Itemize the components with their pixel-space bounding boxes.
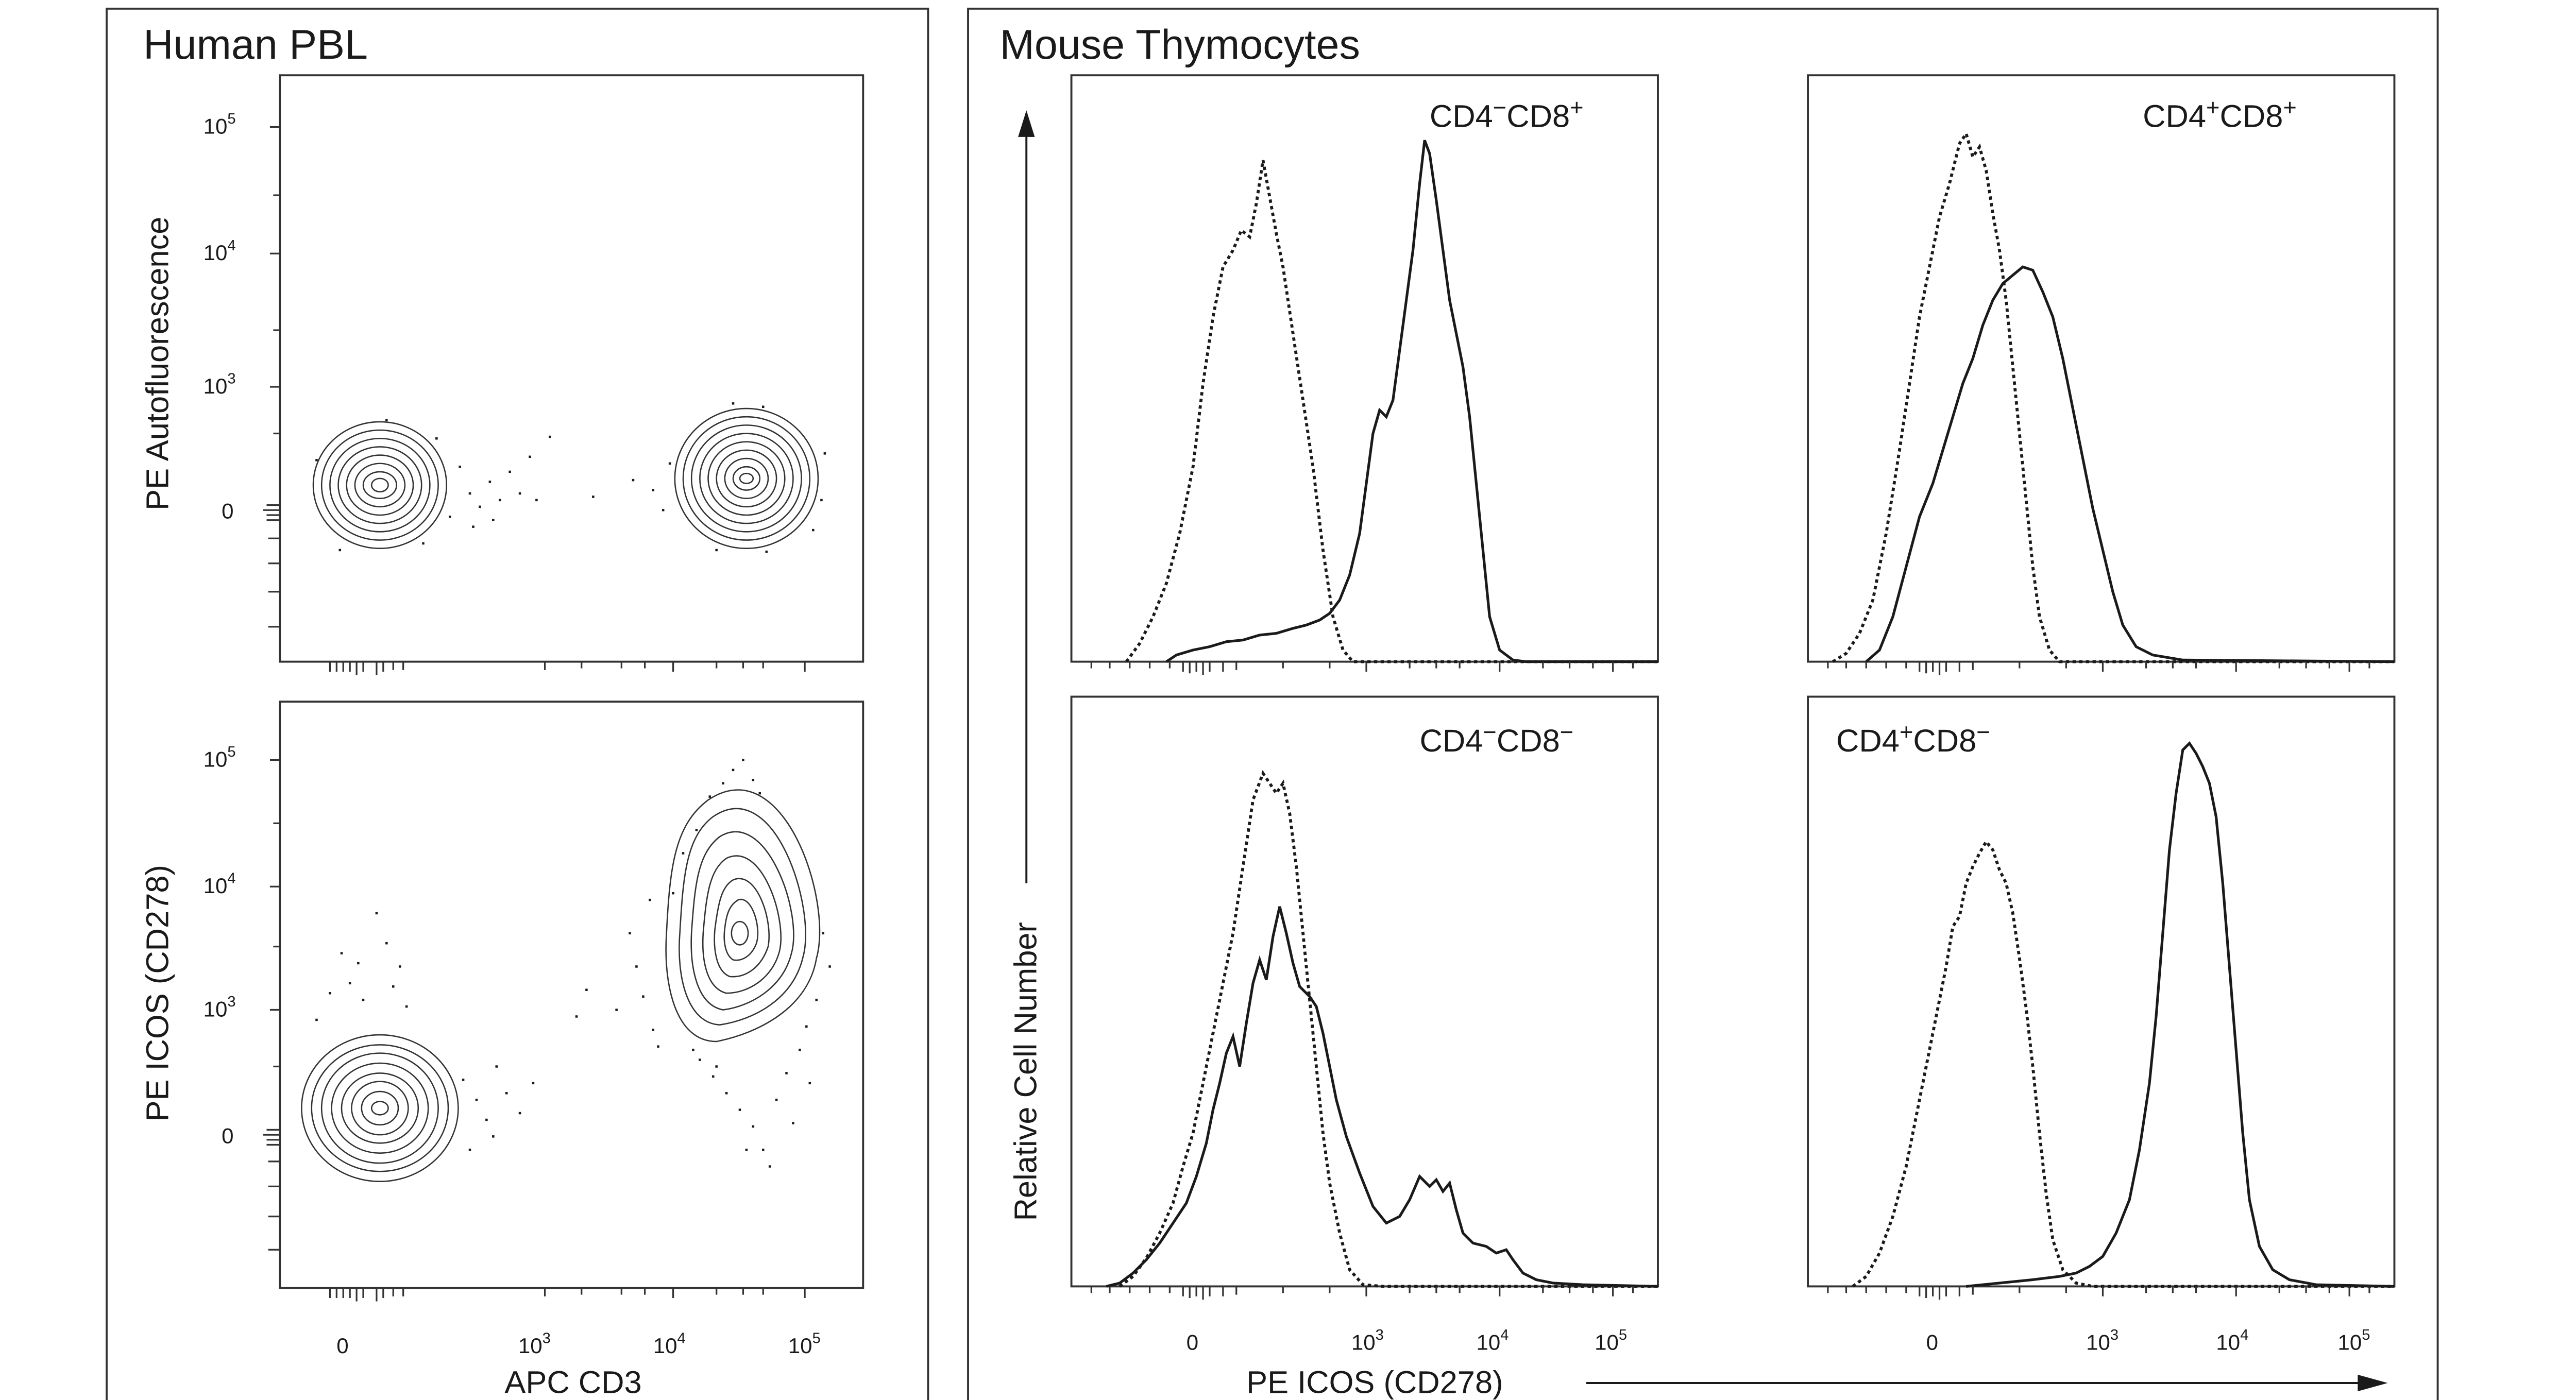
x-tick-e3: 103 [1351,1327,1384,1354]
x-tick-labels: 0 103 104 105 [336,1330,820,1357]
x-ticks [1090,661,1634,675]
y-axis-label-autofluorescence: PE Autofluorescence [140,217,176,510]
histogram-cd4pos-cd8pos: CD4+CD8+ [1807,74,2396,675]
dotted-series [1125,160,1658,663]
solid-series [1966,741,2395,1288]
solid-series [1106,906,1658,1288]
x-tick-0: 0 [336,1334,348,1358]
scatter-dots [315,759,831,1168]
population-cd3-positive [674,407,819,549]
left-panel-frame [106,7,929,1400]
x-ticks [1090,1286,1634,1300]
contour-plot-icos: 0 103 104 105 0 103 104 105 PE ICOS (CD2… [140,701,865,1400]
dotted-series [1832,130,2395,663]
y-tick-e5: 105 [204,111,236,138]
population-cd3-negative-icos [301,1034,459,1182]
right-panel-title: Mouse Thymocytes [999,22,1360,68]
dotted-series [1118,770,1658,1288]
histogram-cd4neg-cd8pos: CD4−CD8+ [1070,74,1659,675]
contour-plot-autofluorescence: 0 103 104 105 PE Autofluorescence [140,74,865,675]
x-axis-label-cd3: APC CD3 [504,1364,641,1400]
plot-frame [1807,695,2396,1288]
x-tick-e4: 104 [2216,1327,2248,1354]
x-tick-e5: 105 [2338,1327,2370,1354]
right-y-axis: Relative Cell Number [1008,110,1044,1221]
x-ticks [1827,1286,2370,1300]
y-ticks [263,759,280,1251]
y-tick-e5: 105 [204,744,236,771]
histogram-cd4pos-cd8neg: CD4+CD8− 0 103 104 105 [1807,695,2396,1354]
x-tick-e5: 105 [1595,1327,1627,1354]
y-tick-e3: 103 [204,994,236,1021]
left-panel-title: Human PBL [143,22,368,68]
histogram-cd4neg-cd8neg: CD4−CD8− 0 103 104 105 [1070,695,1659,1354]
plot-frame [1070,74,1659,663]
x-ticks [1827,661,2370,675]
x-ticks [329,1288,806,1302]
y-axis-label-relative-cell-number: Relative Cell Number [1008,922,1044,1221]
label-cd4pos-cd8neg: CD4+CD8− [1836,719,1990,759]
x-tick-e4: 104 [653,1330,686,1357]
solid-series [1165,140,1658,663]
x-tick-e4: 104 [1476,1327,1509,1354]
x-tick-0: 0 [1926,1330,1938,1354]
y-tick-0: 0 [222,1123,233,1148]
plot-frame [1070,695,1659,1288]
y-tick-e4: 104 [204,870,236,898]
right-x-axis: PE ICOS (CD278) [1246,1364,2388,1400]
y-tick-e4: 104 [204,237,236,265]
x-tick-e3: 103 [518,1330,551,1357]
solid-series [1865,265,2395,663]
dotted-series [1852,839,2395,1288]
y-axis-label-icos: PE ICOS (CD278) [140,865,176,1121]
right-panel-frame [967,7,2439,1400]
label-cd4neg-cd8pos: CD4−CD8+ [1430,94,1584,134]
plot-frame [1807,74,2396,663]
x-tick-0: 0 [1187,1330,1198,1354]
plot-frame [279,74,865,663]
label-cd4neg-cd8neg: CD4−CD8− [1419,719,1573,759]
y-tick-0: 0 [222,499,233,523]
population-cd3-negative [312,421,448,549]
label-cd4pos-cd8pos: CD4+CD8+ [2143,94,2297,134]
x-ticks [329,661,806,675]
y-tick-labels: 0 103 104 105 [204,111,236,523]
y-tick-labels: 0 103 104 105 [204,744,236,1148]
x-tick-e5: 105 [788,1330,821,1357]
population-cd3-positive-icos [665,789,821,1043]
y-tick-e3: 103 [204,371,236,398]
y-ticks [263,126,280,628]
x-tick-labels: 0 103 104 105 [1187,1327,1627,1354]
x-axis-label-icos: PE ICOS (CD278) [1246,1364,1503,1400]
x-tick-labels: 0 103 104 105 [1926,1327,2370,1354]
x-tick-e3: 103 [2086,1327,2119,1354]
plot-frame [279,701,865,1289]
